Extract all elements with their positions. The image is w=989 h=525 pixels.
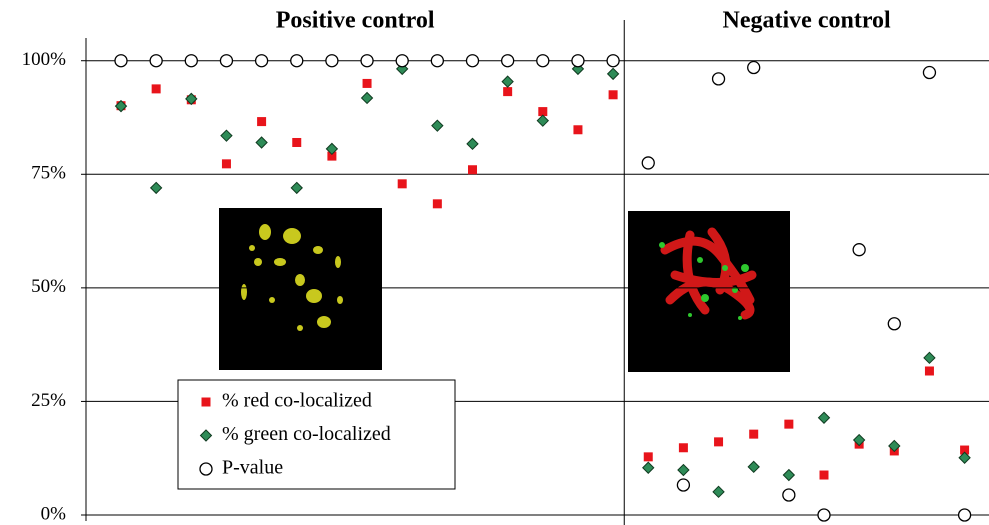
p-value-point bbox=[256, 55, 268, 67]
p-value-point bbox=[713, 73, 725, 85]
red-point bbox=[784, 420, 793, 429]
legend-label: % green co-localized bbox=[222, 423, 391, 445]
p-value-point bbox=[361, 55, 373, 67]
p-value-point bbox=[396, 55, 408, 67]
green-point bbox=[643, 462, 654, 473]
p-value-point bbox=[642, 157, 654, 169]
p-value-point bbox=[607, 55, 619, 67]
p-value-point bbox=[431, 55, 443, 67]
green-point bbox=[678, 465, 689, 476]
microscopy-image bbox=[219, 208, 790, 372]
red-point bbox=[292, 138, 301, 147]
red-point bbox=[152, 84, 161, 93]
legend-marker bbox=[200, 463, 212, 475]
p-value-point bbox=[677, 479, 689, 491]
red-point bbox=[257, 117, 266, 126]
red-point bbox=[820, 471, 829, 480]
red-point bbox=[398, 179, 407, 188]
p-value-point bbox=[783, 489, 795, 501]
p-value-point bbox=[853, 244, 865, 256]
p-value-point bbox=[537, 55, 549, 67]
p-value-point bbox=[326, 55, 338, 67]
legend-marker bbox=[202, 398, 211, 407]
p-value-point bbox=[150, 55, 162, 67]
green-point bbox=[537, 115, 548, 126]
p-value-point bbox=[291, 55, 303, 67]
p-value-point bbox=[923, 67, 935, 79]
p-value-point bbox=[115, 55, 127, 67]
red-point bbox=[222, 159, 231, 168]
green-point bbox=[362, 92, 373, 103]
red-point bbox=[714, 437, 723, 446]
p-value-point bbox=[467, 55, 479, 67]
red-point bbox=[749, 430, 758, 439]
red-point bbox=[679, 443, 688, 452]
group-title: Negative control bbox=[723, 8, 892, 34]
green-point bbox=[291, 182, 302, 193]
p-value-point bbox=[959, 509, 971, 521]
green-point bbox=[924, 352, 935, 363]
group-title: Positive control bbox=[276, 8, 435, 34]
y-tick-label: 75% bbox=[31, 163, 66, 184]
red-point bbox=[363, 79, 372, 88]
legend-label: % red co-localized bbox=[222, 390, 372, 412]
red-point bbox=[468, 165, 477, 174]
green-point bbox=[432, 120, 443, 131]
red-point bbox=[573, 125, 582, 134]
green-point bbox=[783, 470, 794, 481]
green-point bbox=[256, 137, 267, 148]
green-point bbox=[502, 76, 513, 87]
p-value-point bbox=[748, 62, 760, 74]
p-value-point bbox=[818, 509, 830, 521]
red-point bbox=[644, 452, 653, 461]
y-tick-label: 25% bbox=[31, 390, 66, 411]
green-point bbox=[151, 182, 162, 193]
red-point bbox=[433, 199, 442, 208]
p-value-point bbox=[185, 55, 197, 67]
green-point bbox=[608, 68, 619, 79]
red-point bbox=[925, 366, 934, 375]
p-value-point bbox=[572, 55, 584, 67]
green-point bbox=[221, 130, 232, 141]
legend-label: P-value bbox=[222, 457, 283, 479]
green-point bbox=[467, 138, 478, 149]
y-tick-label: 100% bbox=[22, 49, 67, 70]
green-point bbox=[819, 412, 830, 423]
red-point bbox=[609, 90, 618, 99]
y-tick-label: 0% bbox=[41, 503, 67, 524]
p-value-point bbox=[220, 55, 232, 67]
red-point bbox=[503, 87, 512, 96]
y-tick-label: 50% bbox=[31, 276, 66, 297]
green-point bbox=[748, 461, 759, 472]
p-value-point bbox=[888, 318, 900, 330]
chart: 0% 25% 50% 75% 100% Positive control Negative … bbox=[0, 0, 989, 525]
green-point bbox=[713, 486, 724, 497]
p-value-point bbox=[502, 55, 514, 67]
